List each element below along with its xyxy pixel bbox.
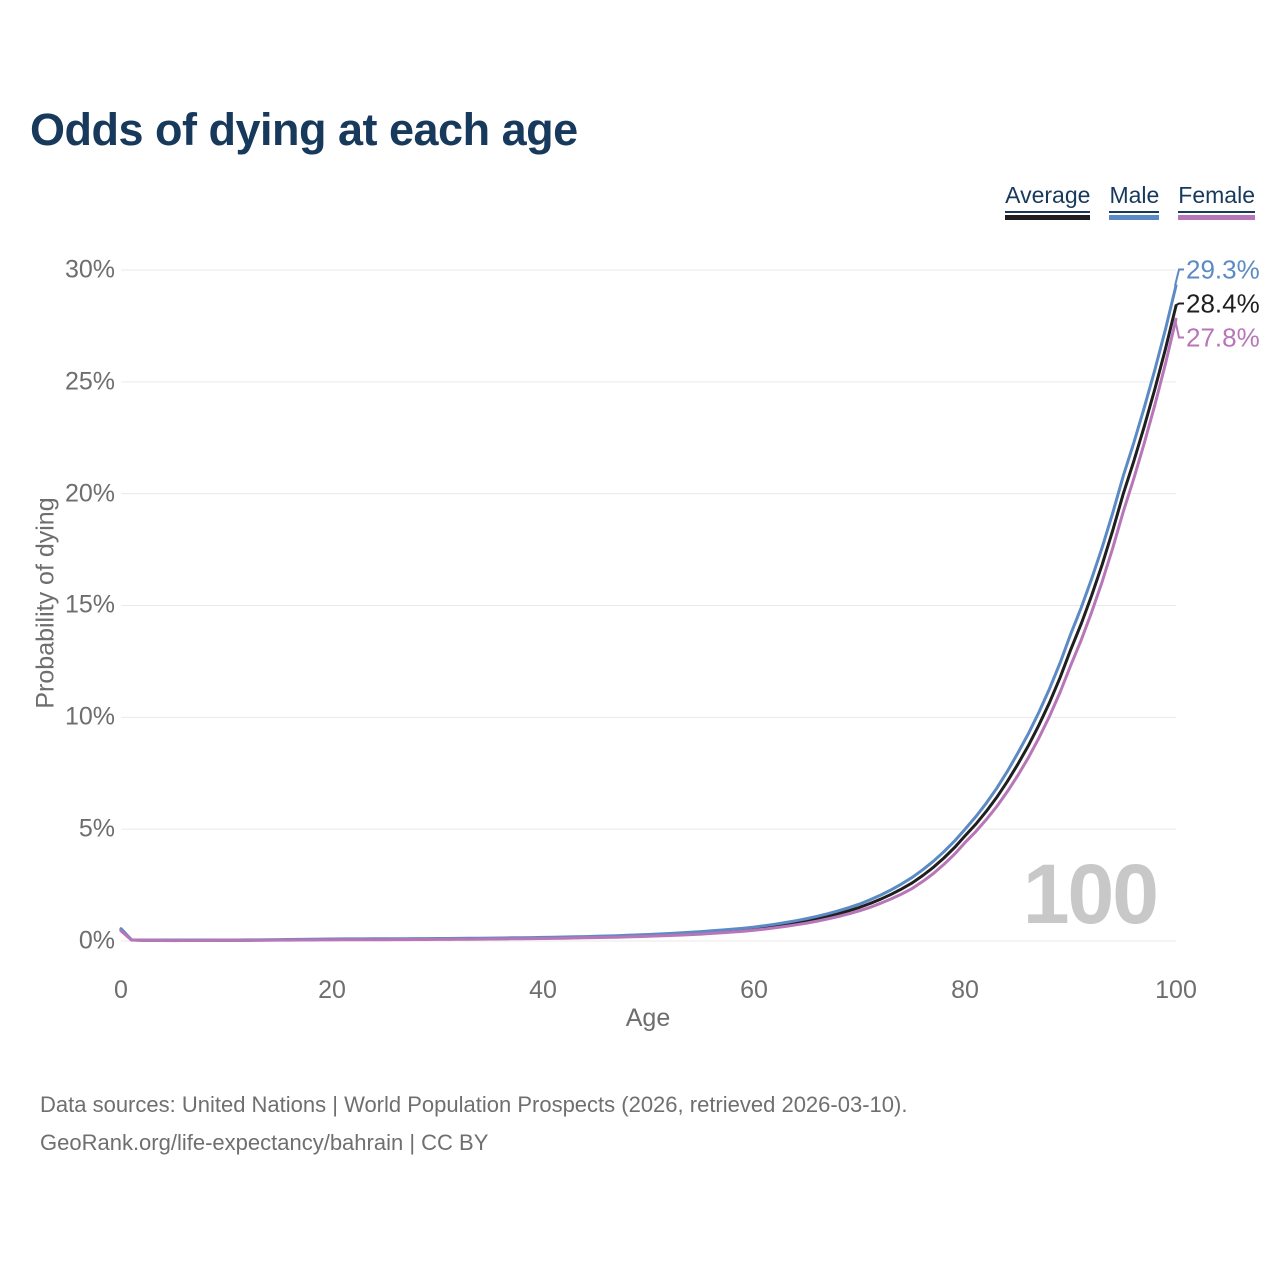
end-label-male: 29.3% (1186, 254, 1260, 285)
x-tick-label: 80 (951, 976, 979, 1004)
legend-color-bar (1005, 215, 1091, 220)
x-tick-label: 40 (529, 976, 557, 1004)
legend-color-bar (1109, 215, 1160, 220)
series-line-female[interactable] (119, 317, 1178, 943)
end-label-average: 28.4% (1186, 288, 1260, 319)
footer-line-1: Data sources: United Nations | World Pop… (40, 1092, 908, 1117)
footer: Data sources: United Nations | World Pop… (40, 1086, 907, 1162)
end-label-female: 27.8% (1186, 322, 1260, 353)
legend-item-label: Average (1005, 182, 1091, 213)
legend-item-label: Male (1109, 182, 1160, 213)
y-tick-label: 0% (78, 926, 115, 955)
y-tick-label: 15% (64, 590, 115, 619)
y-axis-title: Probability of dying (31, 497, 60, 709)
age-watermark: 100 (1022, 847, 1159, 941)
legend-item-label: Female (1178, 182, 1255, 213)
chart-legend: Average Male Female (1005, 182, 1255, 220)
legend-color-bar (1178, 215, 1255, 220)
end-label-connector-female (1174, 318, 1184, 339)
series-line-average[interactable] (119, 304, 1178, 942)
y-tick-label: 25% (64, 367, 115, 396)
legend-item-female[interactable]: Female (1178, 182, 1255, 220)
end-label-connector-male (1174, 268, 1184, 286)
x-tick-label: 0 (114, 976, 128, 1004)
legend-item-average[interactable]: Average (1005, 182, 1091, 220)
footer-line-2: GeoRank.org/life-expectancy/bahrain | CC… (40, 1130, 489, 1155)
x-tick-label: 100 (1155, 976, 1197, 1004)
page-title: Odds of dying at each age (30, 104, 578, 155)
x-axis-title: Age (625, 1004, 671, 1032)
y-tick-label: 30% (64, 255, 115, 284)
y-tick-label: 10% (64, 702, 115, 731)
series-line-male[interactable] (119, 284, 1178, 942)
y-tick-label: 20% (64, 479, 115, 508)
end-label-connector-average (1174, 302, 1184, 307)
x-tick-label: 20 (318, 976, 346, 1004)
legend-item-male[interactable]: Male (1109, 182, 1160, 220)
y-tick-label: 5% (78, 814, 115, 843)
x-tick-label: 60 (740, 976, 768, 1004)
